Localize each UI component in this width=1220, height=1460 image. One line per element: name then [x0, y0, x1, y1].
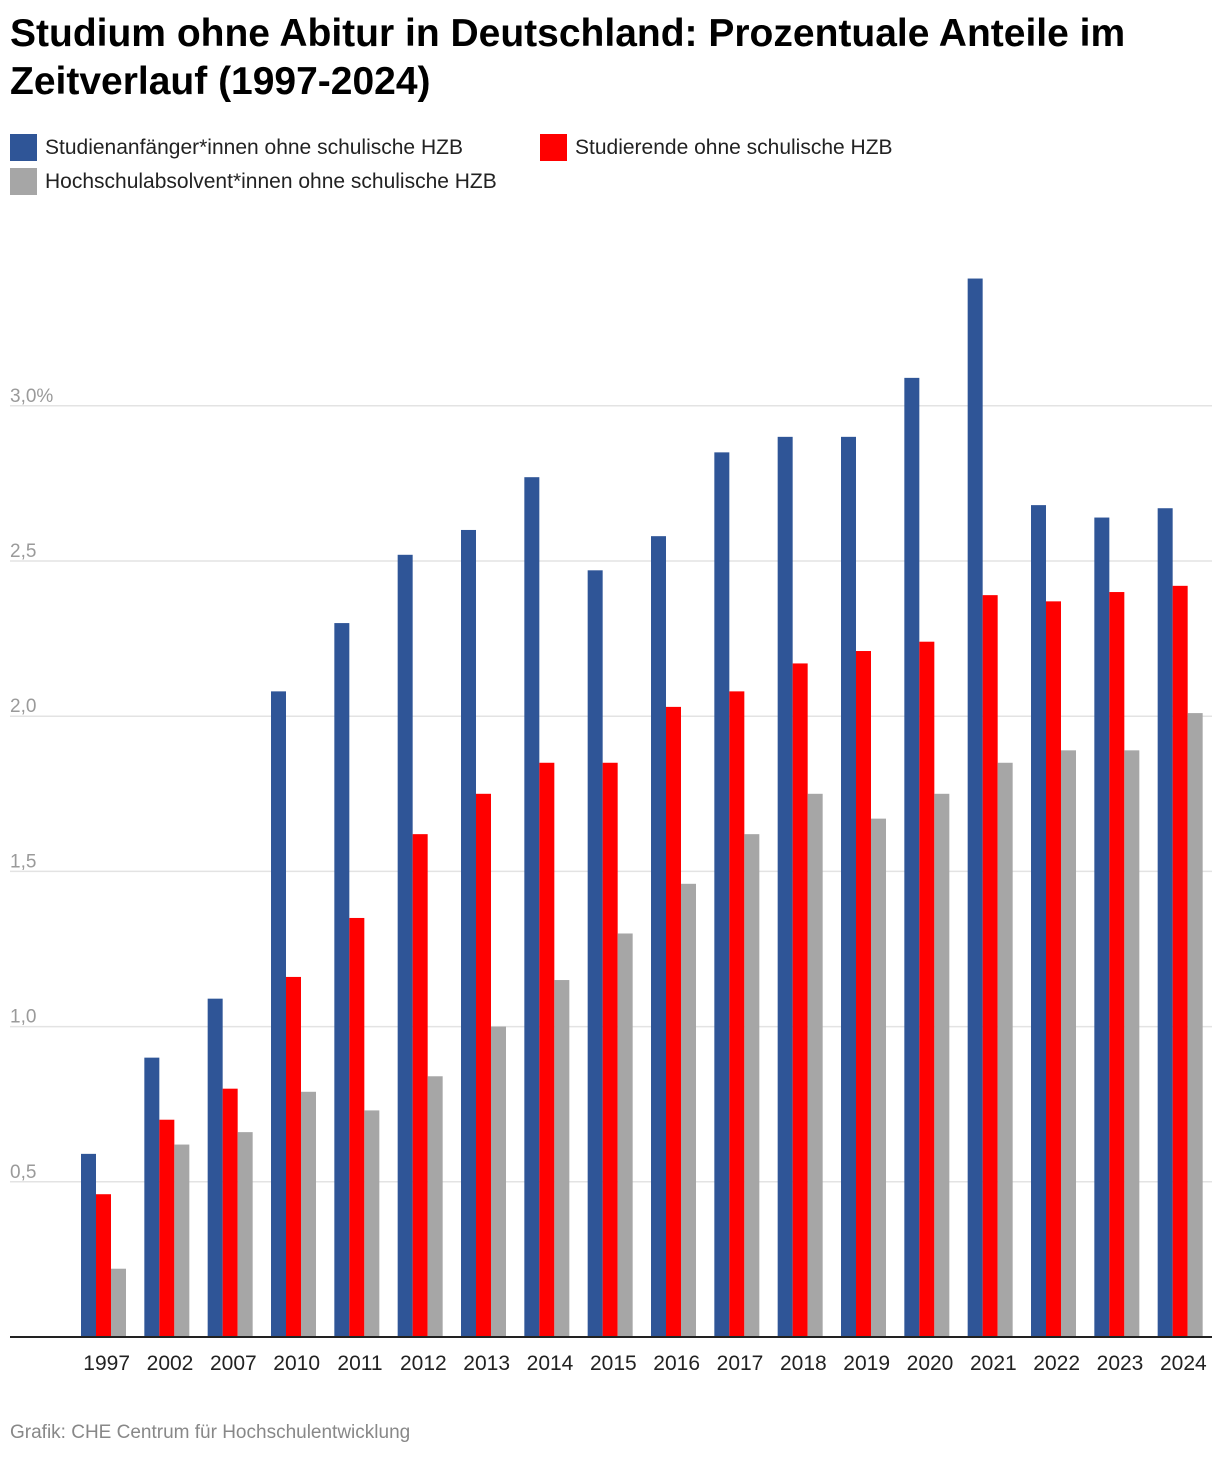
- bar-2017-series-3: [744, 834, 760, 1337]
- bar-2023-series-1: [1094, 517, 1110, 1337]
- x-tick-label: 2002: [147, 1352, 194, 1375]
- x-tick-label: 2013: [463, 1352, 510, 1375]
- legend-item-absolventen: Hochschulabsolvent*innen ohne schulische…: [10, 168, 497, 195]
- bar-2010-series-1: [271, 691, 286, 1337]
- bar-2016-series-2: [666, 706, 681, 1337]
- bar-1997-series-3: [111, 1268, 126, 1337]
- x-tick-label: 2019: [843, 1352, 890, 1375]
- bar-2019-series-2: [856, 651, 871, 1337]
- bar-2020-series-2: [919, 641, 935, 1337]
- y-tick-label: 1,5: [10, 851, 36, 872]
- x-tick-label: 2016: [653, 1352, 700, 1375]
- source-note: Grafik: CHE Centrum für Hochschulentwick…: [10, 1422, 411, 1443]
- bar-2011-series-2: [349, 917, 365, 1337]
- x-tick-label: 2015: [590, 1352, 637, 1375]
- bar-2013-series-1: [461, 529, 476, 1337]
- bar-2014-series-1: [524, 477, 540, 1337]
- bar-2019-series-1: [841, 436, 856, 1338]
- legend-label-studierende: Studierende ohne schulische HZB: [575, 135, 893, 159]
- bar-2022-series-3: [1061, 750, 1076, 1337]
- bar-chart: 0,5 1,0 1,5 2,0 2,5 3,0% 1997 2002 2007 2010 2011 2…: [10, 278, 1212, 1375]
- bar-2024-series-1: [1157, 508, 1173, 1337]
- bar-2020-series-1: [904, 377, 920, 1337]
- legend-swatch-studienanfaenger: [10, 134, 37, 161]
- bar-2014-series-2: [539, 762, 555, 1337]
- bar-2010-series-2: [286, 976, 301, 1337]
- bar-2011-series-1: [334, 623, 350, 1337]
- y-tick-label: 2,5: [10, 541, 36, 562]
- legend-label-studienanfaenger: Studienanfänger*innen ohne schulische HZ…: [45, 135, 463, 159]
- bar-2013-series-2: [476, 793, 491, 1337]
- x-tick-label: 1997: [83, 1352, 130, 1375]
- legend-swatch-studierende: [540, 134, 567, 161]
- bar-2007-series-1: [207, 998, 223, 1337]
- bar-2012-series-3: [427, 1076, 443, 1337]
- bar-2015-series-2: [602, 762, 618, 1337]
- y-tick-label: 2,0: [10, 696, 36, 717]
- x-tick-label: 2023: [1097, 1352, 1144, 1375]
- bar-1997-series-2: [96, 1194, 111, 1337]
- bar-2002-series-3: [174, 1144, 190, 1337]
- bar-2024-series-2: [1172, 585, 1188, 1337]
- bar-2014-series-3: [554, 980, 570, 1337]
- bar-2007-series-2: [222, 1088, 238, 1337]
- x-tick-label: 2021: [970, 1352, 1017, 1375]
- x-tick-label: 2020: [907, 1352, 954, 1375]
- legend-swatch-absolventen: [10, 168, 37, 195]
- bar-2024-series-3: [1187, 713, 1203, 1337]
- x-tick-label: 2011: [337, 1352, 382, 1375]
- bar-2021-series-2: [982, 595, 998, 1337]
- bar-2016-series-3: [681, 883, 696, 1337]
- bar-1997-series-1: [81, 1153, 96, 1337]
- bar-2023-series-2: [1109, 592, 1125, 1337]
- bar-2019-series-3: [871, 818, 886, 1337]
- x-tick-label: 2022: [1033, 1352, 1080, 1375]
- x-tick-label: 2017: [717, 1352, 764, 1375]
- bar-2012-series-2: [412, 834, 428, 1337]
- bar-2018-series-1: [777, 436, 793, 1338]
- bar-2010-series-3: [301, 1091, 316, 1337]
- bar-2022-series-2: [1046, 601, 1061, 1337]
- bar-2012-series-1: [397, 554, 413, 1337]
- bar-2015-series-1: [587, 570, 603, 1337]
- y-tick-label: 3,0%: [10, 386, 53, 407]
- bar-2011-series-3: [364, 1110, 380, 1337]
- bar-2015-series-3: [617, 933, 633, 1337]
- bar-2002-series-1: [144, 1057, 160, 1337]
- bar-2018-series-2: [792, 663, 808, 1337]
- x-tick-label: 2012: [400, 1352, 447, 1375]
- x-tick-label: 2010: [273, 1352, 320, 1375]
- bar-2007-series-3: [237, 1132, 253, 1337]
- x-tick-label: 2018: [780, 1352, 827, 1375]
- bar-2021-series-3: [997, 762, 1013, 1337]
- chart-title: Studium ohne Abitur in Deutschland: Proz…: [10, 12, 1126, 103]
- bar-2023-series-3: [1124, 750, 1140, 1337]
- bar-2016-series-1: [651, 536, 666, 1337]
- legend-item-studienanfaenger: Studienanfänger*innen ohne schulische HZ…: [10, 134, 463, 161]
- x-tick-label: 2014: [527, 1352, 574, 1375]
- legend-item-studierende: Studierende ohne schulische HZB: [540, 134, 893, 161]
- bar-2017-series-2: [729, 691, 745, 1337]
- bar-2021-series-1: [967, 278, 983, 1337]
- bar-2022-series-1: [1031, 505, 1046, 1337]
- x-tick-label: 2024: [1160, 1352, 1207, 1375]
- y-tick-label: 1,0: [10, 1007, 36, 1028]
- bar-2013-series-3: [491, 1026, 506, 1337]
- y-tick-label: 0,5: [10, 1162, 36, 1183]
- bar-2017-series-1: [714, 452, 730, 1337]
- bar-2002-series-2: [159, 1119, 175, 1337]
- x-tick-label: 2007: [210, 1352, 257, 1375]
- bar-2020-series-3: [934, 793, 950, 1337]
- bar-2018-series-3: [807, 793, 823, 1337]
- legend-label-absolventen: Hochschulabsolvent*innen ohne schulische…: [45, 169, 497, 193]
